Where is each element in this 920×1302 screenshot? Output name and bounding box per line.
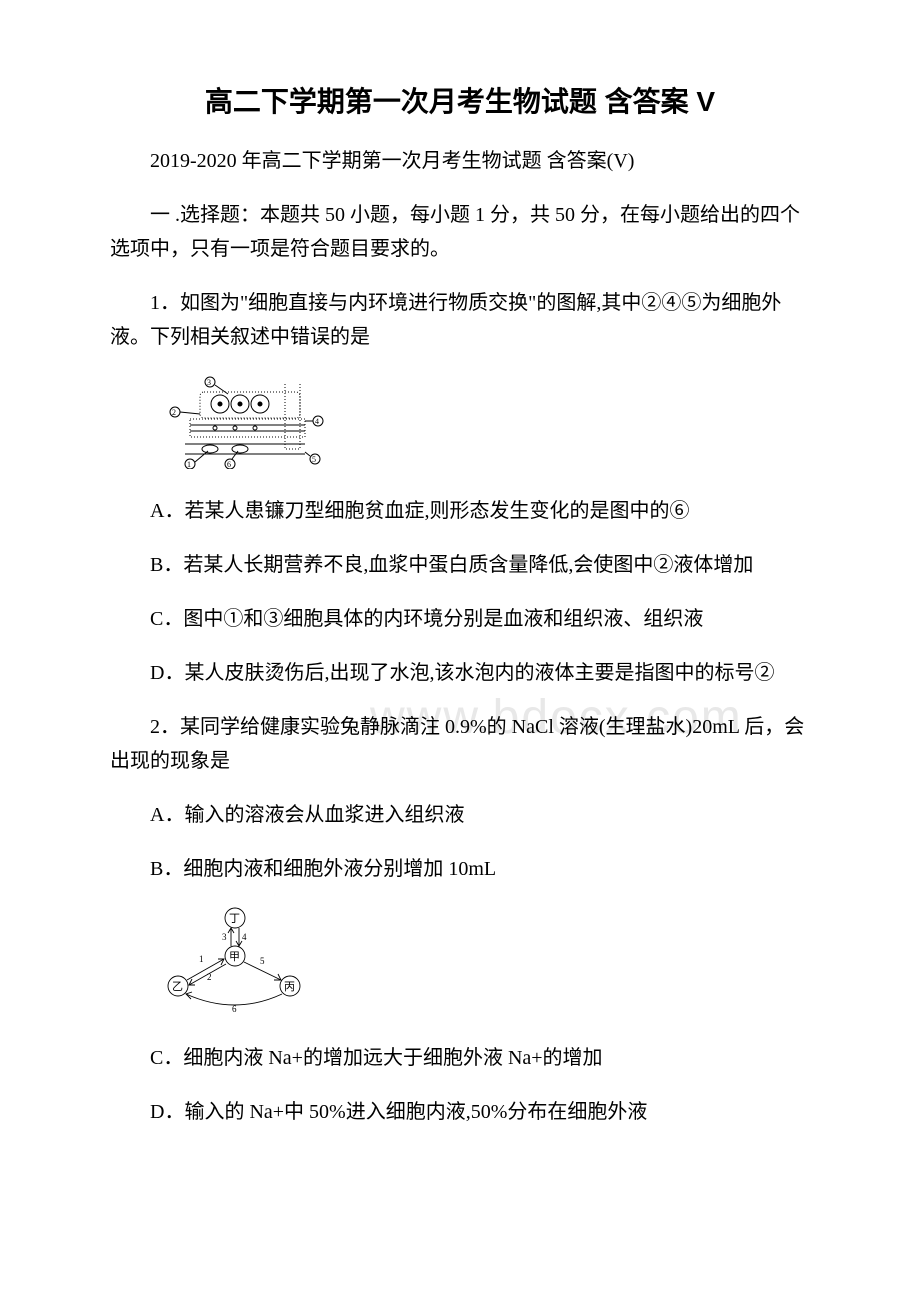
svg-text:6: 6	[227, 460, 231, 469]
q2-option-d: D．输入的 Na+中 50%进入细胞内液,50%分布在细胞外液	[110, 1095, 810, 1129]
svg-text:1: 1	[187, 460, 191, 469]
svg-text:2: 2	[207, 972, 212, 982]
svg-text:3: 3	[207, 378, 211, 387]
q1-diagram: 3 2	[160, 374, 340, 469]
q1-option-b: B．若某人长期营养不良,血浆中蛋白质含量降低,会使图中②液体增加	[110, 548, 810, 582]
q2-option-b: B．细胞内液和细胞外液分别增加 10mL	[110, 852, 810, 886]
document-wrapper: www.bdocx.com 高二下学期第一次月考生物试题 含答案 V 2019-…	[110, 80, 810, 1129]
svg-text:3: 3	[222, 932, 227, 942]
q2-diagram: 丁 甲 乙 丙 3 4 1	[160, 906, 310, 1016]
svg-text:5: 5	[260, 956, 265, 966]
q1-option-c: C．图中①和③细胞具体的内环境分别是血液和组织液、组织液	[110, 602, 810, 636]
instructions: 一 .选择题：本题共 50 小题，每小题 1 分，共 50 分，在每小题给出的四…	[110, 198, 810, 266]
svg-text:2: 2	[172, 408, 176, 417]
q1-figure-container: 3 2	[160, 374, 810, 474]
svg-text:1: 1	[199, 954, 204, 964]
q2-stem: 2．某同学给健康实验兔静脉滴注 0.9%的 NaCl 溶液(生理盐水)20mL …	[110, 710, 810, 778]
svg-text:6: 6	[232, 1004, 237, 1014]
sub-title: 2019-2020 年高二下学期第一次月考生物试题 含答案(V)	[110, 144, 810, 178]
q1-option-d: D．某人皮肤烫伤后,出现了水泡,该水泡内的液体主要是指图中的标号②	[110, 656, 810, 690]
svg-text:4: 4	[315, 417, 319, 426]
q2-figure-container: 丁 甲 乙 丙 3 4 1	[160, 906, 810, 1021]
node-right-label: 丙	[284, 981, 295, 993]
node-top-label: 丁	[229, 913, 240, 925]
q2-option-c: C．细胞内液 Na+的增加远大于细胞外液 Na+的增加	[110, 1041, 810, 1075]
svg-text:4: 4	[242, 932, 247, 942]
node-left-label: 乙	[172, 980, 183, 993]
svg-text:5: 5	[312, 455, 316, 464]
q1-stem: 1．如图为"细胞直接与内环境进行物质交换"的图解,其中②④⑤为细胞外液。下列相关…	[110, 286, 810, 354]
q1-option-a: A．若某人患镰刀型细胞贫血症,则形态发生变化的是图中的⑥	[110, 494, 810, 528]
main-title: 高二下学期第一次月考生物试题 含答案 V	[110, 80, 810, 120]
node-center-label: 甲	[229, 951, 240, 963]
q2-option-a: A．输入的溶液会从血浆进入组织液	[110, 798, 810, 832]
